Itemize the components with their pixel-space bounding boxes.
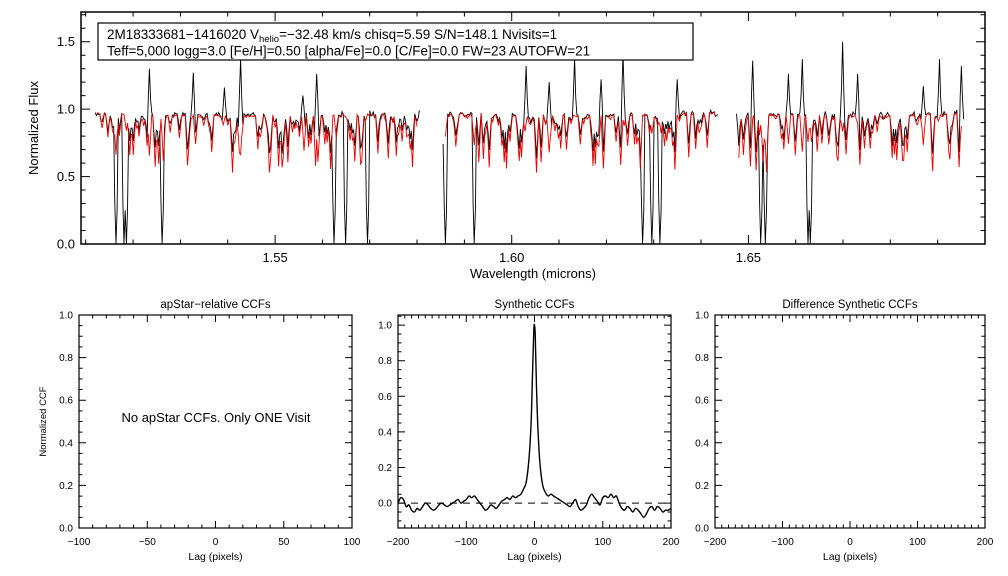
y-tick-label: 0.0 bbox=[695, 524, 709, 535]
y-tick-label: 1.0 bbox=[378, 321, 392, 332]
x-tick-label: −100 bbox=[771, 537, 794, 548]
synthetic-ccf-title: Synthetic CCFs bbox=[495, 299, 575, 311]
y-tick-label: 1.0 bbox=[59, 311, 73, 322]
y-tick-label: 0.8 bbox=[59, 353, 73, 364]
y-tick-label: 0.0 bbox=[57, 237, 75, 252]
synthetic-ccf-curve bbox=[397, 323, 672, 519]
axis-ticks bbox=[397, 315, 672, 528]
x-tick-label: 100 bbox=[344, 537, 361, 548]
apstar-ccf-empty-message: No apStar CCFs. Only ONE Visit bbox=[121, 410, 310, 425]
difference-ccf-xaxis-label: Lag (pixels) bbox=[823, 551, 877, 563]
x-tick-label: 200 bbox=[977, 537, 994, 548]
y-tick-label: 0.6 bbox=[695, 396, 709, 407]
x-tick-label: −200 bbox=[704, 537, 727, 548]
plot-frame bbox=[80, 11, 986, 245]
apstar-ccf-yaxis-label: Normalized CCF bbox=[38, 386, 49, 456]
y-tick-label: 0.5 bbox=[57, 169, 75, 184]
y-tick-label: 0.4 bbox=[378, 427, 392, 438]
y-tick-label: 0.6 bbox=[59, 396, 73, 407]
spectrum-axes: 1.55 1.60 1.65 0.0 0.5 1.0 1.5 bbox=[57, 11, 986, 265]
apstar-ccf-xaxis-label: Lag (pixels) bbox=[188, 551, 242, 563]
x-tick-label: 50 bbox=[278, 537, 290, 548]
y-tick-label: 0.2 bbox=[695, 481, 709, 492]
y-tick-label: 0.4 bbox=[59, 438, 73, 449]
y-tick-label: 0.8 bbox=[378, 356, 392, 367]
x-tick-label: −100 bbox=[455, 537, 478, 548]
spectrum-xaxis-label: Wavelength (microns) bbox=[470, 266, 596, 281]
annotation-box bbox=[97, 22, 694, 61]
x-tick-label: −50 bbox=[139, 537, 156, 548]
synthetic-ccf-axes: −200 −100 0 100 200 0.0 0.2 0.4 0.6 0.8 1.0 bbox=[378, 314, 680, 548]
x-tick-label: 0 bbox=[213, 537, 219, 548]
x-tick-label: −100 bbox=[68, 537, 91, 548]
apstar-ccf-title: apStar−relative CCFs bbox=[160, 299, 270, 311]
x-tick-label: 1.55 bbox=[262, 250, 287, 265]
x-tick-label: −200 bbox=[387, 537, 410, 548]
x-tick-label: 0 bbox=[847, 537, 853, 548]
x-tick-label: 0 bbox=[532, 537, 538, 548]
y-tick-label: 0.8 bbox=[695, 353, 709, 364]
annotation-line2: Teff=5,000 logg=3.0 [Fe/H]=0.50 [alpha/F… bbox=[107, 44, 590, 59]
synthetic-ccf-xaxis-label: Lag (pixels) bbox=[507, 551, 561, 563]
difference-ccf-axes: −200 −100 0 100 200 0.0 0.2 0.4 0.6 0.8 1.0 bbox=[695, 311, 994, 549]
y-tick-label: 0.6 bbox=[378, 392, 392, 403]
synthetic-ccf-panel: −200 −100 0 100 200 0.0 0.2 0.4 0.6 0.8 1.0 Synthe… bbox=[378, 299, 680, 563]
axis-ticks bbox=[81, 12, 986, 245]
x-tick-label: 100 bbox=[909, 537, 926, 548]
annotation-line1: 2M18333681−1416020 Vhelio=−32.48 km/s ch… bbox=[107, 27, 557, 45]
y-tick-label: 0.4 bbox=[695, 438, 709, 449]
difference-ccf-title: Difference Synthetic CCFs bbox=[782, 299, 918, 311]
y-tick-label: 0.0 bbox=[378, 499, 392, 510]
apstar-ccf-axes: −100 −50 0 50 100 0.0 0.2 0.4 0.6 0.8 1.0 bbox=[59, 311, 361, 549]
x-tick-label: 1.65 bbox=[736, 250, 761, 265]
x-tick-label: 100 bbox=[594, 537, 611, 548]
y-tick-label: 0.0 bbox=[59, 524, 73, 535]
apstar-ccf-panel: −100 −50 0 50 100 0.0 0.2 0.4 0.6 0.8 1.0 apStar−r… bbox=[38, 299, 361, 563]
x-tick-label: 1.60 bbox=[499, 250, 524, 265]
plot-frame bbox=[397, 314, 672, 529]
y-tick-label: 0.2 bbox=[378, 463, 392, 474]
y-tick-label: 1.5 bbox=[57, 34, 75, 49]
y-tick-label: 1.0 bbox=[57, 102, 75, 117]
y-tick-label: 1.0 bbox=[695, 311, 709, 322]
difference-ccf-panel: −200 −100 0 100 200 0.0 0.2 0.4 0.6 0.8 1.0 Differ… bbox=[695, 299, 994, 563]
plot-frame bbox=[714, 314, 986, 529]
y-tick-label: 0.2 bbox=[59, 481, 73, 492]
observed-spectrum-line bbox=[94, 41, 965, 244]
axis-ticks bbox=[78, 314, 353, 529]
x-tick-label: 200 bbox=[663, 537, 680, 548]
spectrum-panel: 1.55 1.60 1.65 0.0 0.5 1.0 1.5 2M18333681−1416… bbox=[26, 11, 986, 281]
synthetic-spectrum-line bbox=[97, 111, 962, 173]
axis-ticks bbox=[714, 314, 986, 529]
spectrum-yaxis-label: Normalized Flux bbox=[26, 81, 41, 175]
